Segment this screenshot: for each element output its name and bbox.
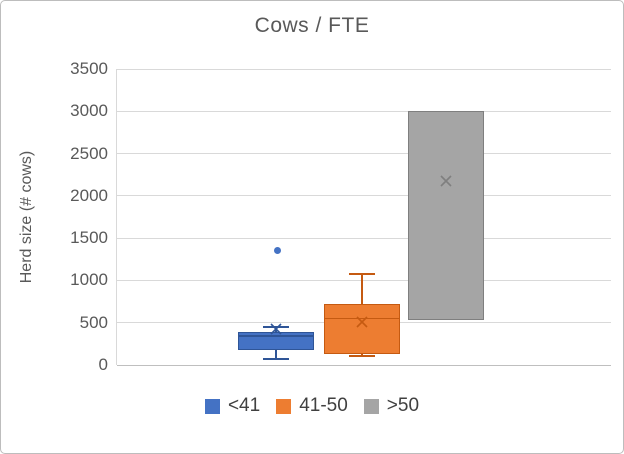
- legend-item: <41: [204, 394, 261, 418]
- y-tick-label: 1000: [70, 270, 108, 290]
- legend-item: >50: [363, 394, 420, 418]
- upper-whisker-line: [361, 273, 363, 304]
- y-tick-label: 2000: [70, 185, 108, 205]
- gridline: [117, 110, 611, 112]
- y-tick-label: 2500: [70, 143, 108, 163]
- lower-whisker-line: [275, 349, 277, 360]
- lower-whisker-cap: [263, 358, 289, 361]
- lower-whisker-line: [361, 353, 363, 356]
- legend-label: >50: [386, 395, 420, 416]
- y-tick-label: 500: [79, 312, 108, 332]
- legend-swatch: [276, 398, 292, 414]
- y-axis-ticks: 0 500 1000 1500 2000 2500 3000 3500: [51, 60, 108, 374]
- median-line: [238, 335, 314, 338]
- y-axis-title: Herd size (# cows): [18, 150, 35, 284]
- legend-swatch: [204, 398, 220, 414]
- gridline: [117, 279, 611, 281]
- y-tick-label: 3500: [70, 59, 108, 78]
- mean-x-marker: [440, 175, 452, 187]
- x-axis-line: [117, 364, 611, 366]
- box-series-3: [408, 111, 484, 321]
- legend: <41 41-50 >50: [1, 394, 623, 418]
- gridline: [117, 195, 611, 197]
- mean-x-marker: [270, 323, 282, 335]
- outlier-point: [273, 247, 281, 255]
- gridline: [117, 68, 611, 70]
- box-series-2: [324, 303, 400, 354]
- upper-whisker-cap: [263, 325, 289, 328]
- upper-whisker-cap: [349, 272, 375, 275]
- median-line: [324, 317, 400, 320]
- lower-whisker-cap: [349, 354, 375, 357]
- y-tick-label: 0: [98, 355, 108, 374]
- gridline: [117, 237, 611, 239]
- mean-x-marker: [356, 316, 368, 328]
- legend-swatch: [363, 398, 379, 414]
- legend-label: <41: [227, 395, 261, 416]
- y-tick-label: 1500: [70, 228, 108, 248]
- legend-item: 41-50: [276, 394, 348, 418]
- gridline: [117, 153, 611, 155]
- plot-area: [116, 68, 611, 366]
- legend-label: 41-50: [299, 395, 348, 416]
- chart-title: Cows / FTE: [254, 14, 370, 37]
- y-tick-label: 3000: [70, 101, 108, 121]
